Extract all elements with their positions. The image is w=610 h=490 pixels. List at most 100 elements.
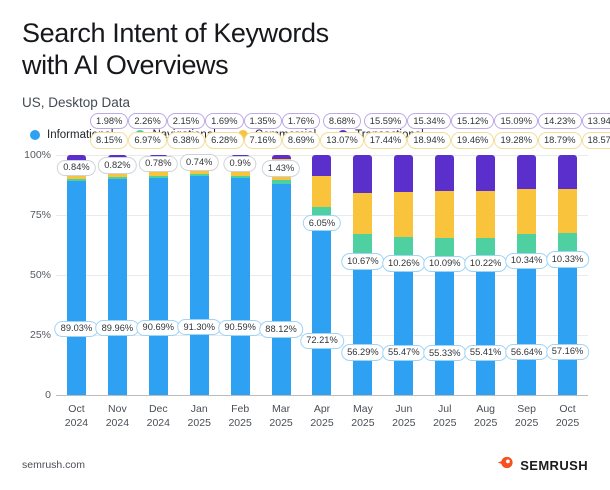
- value-pill-informational: 56.29%: [341, 344, 385, 361]
- bar-segment-informational[interactable]: [476, 262, 496, 396]
- value-pill-navigational: 0.74%: [180, 154, 219, 171]
- bar-segment-informational[interactable]: [66, 181, 86, 396]
- value-pill-navigational: 6.05%: [302, 215, 342, 232]
- x-tick-year: 2025: [351, 417, 375, 430]
- value-pill-commercial: 6.97%: [128, 132, 167, 149]
- bar-segment-informational[interactable]: [189, 176, 209, 396]
- x-tick-month: Nov: [108, 403, 127, 416]
- stacked-bar[interactable]: 55.41% 10.22%: [463, 155, 508, 396]
- bar-segment-transactional[interactable]: [66, 155, 86, 160]
- bar-column[interactable]: 55.41% 10.22%: [463, 155, 508, 396]
- value-pill-navigational: 0.9%: [223, 155, 257, 172]
- bar-column[interactable]: 56.29% 10.67%: [341, 155, 385, 396]
- bar-group: 89.03% 0.84% 89.96% 0.82% 90.69% 0.78% 91.30% 0…: [54, 154, 590, 396]
- bar-column[interactable]: 57.16% 10.33%: [545, 155, 590, 396]
- bar-segment-transactional[interactable]: [558, 155, 578, 189]
- bar-segment-informational[interactable]: [312, 221, 332, 396]
- bar-segment-commercial[interactable]: [312, 175, 332, 208]
- value-pill-commercial: 18.94%: [407, 132, 451, 149]
- bar-segment-commercial[interactable]: [394, 191, 414, 238]
- bar-segment-informational[interactable]: [148, 177, 168, 396]
- chart-plot-area: 100% 75% 50% 25% 0 1.98% 8.15% 2.26% 6.97% 2.15%…: [22, 113, 610, 401]
- bar-segment-informational[interactable]: [558, 257, 578, 396]
- top-pill-column: 15.34% 18.94%: [407, 113, 451, 149]
- bar-segment-transactional[interactable]: [353, 155, 373, 193]
- x-axis-tick: Oct 2025: [547, 403, 588, 431]
- top-pill-column: 15.59% 17.44%: [363, 113, 408, 149]
- x-tick-month: Jun: [395, 403, 413, 416]
- value-pill-transactional: 1.69%: [205, 113, 244, 130]
- value-pill-commercial: 17.44%: [363, 132, 408, 149]
- bar-segment-informational[interactable]: [353, 260, 373, 396]
- value-pill-commercial: 19.46%: [450, 132, 495, 149]
- bar-segment-navigational[interactable]: [148, 175, 168, 178]
- bar-segment-navigational[interactable]: [107, 177, 127, 180]
- value-pill-transactional: 15.12%: [450, 113, 495, 130]
- stacked-bar[interactable]: 89.96% 0.82%: [95, 155, 140, 396]
- top-pill-column: 1.35% 7.16%: [243, 113, 282, 149]
- bar-segment-transactional[interactable]: [271, 155, 291, 160]
- bar-column[interactable]: 91.30% 0.74%: [177, 154, 221, 396]
- legend-dot-icon: [30, 130, 40, 141]
- bar-segment-transactional[interactable]: [476, 155, 496, 192]
- bar-segment-commercial[interactable]: [435, 191, 455, 239]
- x-tick-year: 2025: [310, 417, 334, 430]
- x-tick-year: 2025: [187, 417, 211, 430]
- value-pill-navigational: 10.67%: [341, 253, 385, 270]
- bar-column[interactable]: 55.47% 10.26%: [382, 155, 426, 396]
- x-axis-tick: Feb 2025: [220, 403, 261, 431]
- bar-segment-transactional[interactable]: [394, 155, 414, 192]
- bar-column[interactable]: 88.12% 1.43%: [259, 155, 303, 396]
- bar-segment-informational[interactable]: [394, 262, 414, 396]
- bar-segment-navigational[interactable]: [230, 175, 250, 178]
- bar-segment-navigational[interactable]: [189, 174, 209, 177]
- page-title: Search Intent of Keywords with AI Overvi…: [22, 18, 588, 81]
- bar-segment-transactional[interactable]: [517, 155, 537, 190]
- value-pill-informational: 57.16%: [545, 343, 590, 361]
- stacked-bar[interactable]: 55.33% 10.09%: [422, 155, 467, 396]
- bar-segment-commercial[interactable]: [517, 189, 537, 235]
- x-tick-month: Dec: [148, 403, 168, 416]
- stacked-bar[interactable]: 72.21% 6.05%: [300, 155, 344, 396]
- stacked-bar[interactable]: 90.59% 0.9%: [218, 155, 262, 396]
- value-pill-transactional: 1.76%: [281, 113, 321, 130]
- bar-segment-informational[interactable]: [107, 179, 127, 396]
- bar-column[interactable]: 90.69% 0.78%: [136, 155, 181, 396]
- bar-column[interactable]: 89.03% 0.84%: [54, 155, 99, 396]
- bar-segment-navigational[interactable]: [66, 179, 86, 182]
- stacked-bar[interactable]: 55.47% 10.26%: [382, 155, 426, 396]
- x-tick-month: Jan: [190, 403, 208, 416]
- top-pill-column: 15.12% 19.46%: [450, 113, 495, 149]
- bar-column[interactable]: 56.64% 10.34%: [504, 155, 549, 396]
- stacked-bar[interactable]: 90.69% 0.78%: [136, 155, 181, 396]
- bar-segment-informational[interactable]: [517, 259, 537, 396]
- bar-segment-informational[interactable]: [230, 177, 250, 396]
- stacked-bar[interactable]: 56.64% 10.34%: [504, 155, 549, 396]
- bar-column[interactable]: 72.21% 6.05%: [300, 155, 344, 396]
- bar-segment-transactional[interactable]: [312, 155, 332, 176]
- bar-segment-navigational[interactable]: [271, 180, 291, 184]
- bar-column[interactable]: 90.59% 0.9%: [218, 155, 262, 396]
- x-tick-month: Jul: [438, 403, 452, 416]
- stacked-bar[interactable]: 89.03% 0.84%: [54, 155, 99, 396]
- bar-segment-transactional[interactable]: [435, 155, 455, 192]
- value-pill-informational: 90.69%: [136, 319, 181, 336]
- stacked-bar[interactable]: 57.16% 10.33%: [545, 155, 590, 396]
- stacked-bar[interactable]: 88.12% 1.43%: [259, 155, 303, 396]
- value-pill-commercial: 8.69%: [281, 132, 321, 149]
- bar-segment-commercial[interactable]: [476, 191, 496, 238]
- value-pill-informational: 90.59%: [218, 319, 262, 336]
- bar-segment-informational[interactable]: [435, 262, 455, 396]
- top-value-pills: 1.98% 8.15% 2.26% 6.97% 2.15% 6.38% 1.69% 6.28%…: [90, 113, 610, 149]
- x-tick-year: 2025: [228, 417, 252, 430]
- bar-column[interactable]: 55.33% 10.09%: [422, 155, 467, 396]
- x-tick-year: 2025: [514, 417, 539, 430]
- stacked-bar[interactable]: 91.30% 0.74%: [177, 154, 221, 396]
- bar-column[interactable]: 89.96% 0.82%: [95, 155, 140, 396]
- stacked-bar[interactable]: 56.29% 10.67%: [341, 155, 385, 396]
- bar-segment-commercial[interactable]: [558, 188, 578, 234]
- bar-segment-commercial[interactable]: [353, 192, 373, 235]
- x-axis-tick: Dec 2024: [138, 403, 179, 431]
- bar-segment-informational[interactable]: [271, 183, 291, 396]
- value-pill-commercial: 18.57%: [581, 132, 610, 149]
